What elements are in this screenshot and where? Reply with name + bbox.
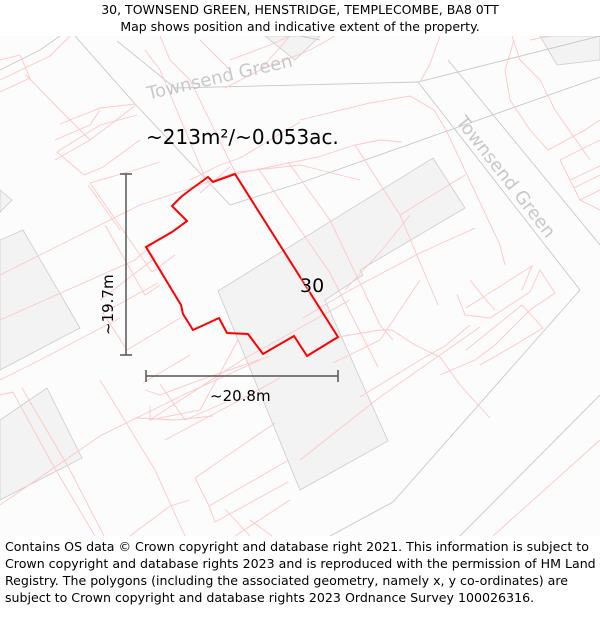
building-left [0,229,81,371]
house-number-label: 30 [300,275,325,297]
dimension-width [145,370,339,382]
road-edges [0,36,600,536]
property-boundary[interactable] [144,172,340,358]
dimension-height-label: ~19.7m [99,274,117,335]
buildings [0,36,600,501]
map-header: 30, TOWNSEND GREEN, HENSTRIDGE, TEMPLECO… [0,0,600,36]
property-address: 30, TOWNSEND GREEN, HENSTRIDGE, TEMPLECO… [101,2,499,17]
parcel-lines [0,36,600,536]
map-subtitle: Map shows position and indicative extent… [120,19,480,34]
building-main [217,157,466,491]
attribution-text: Contains OS data © Crown copyright and d… [5,539,596,605]
building-top-right [539,36,600,66]
area-label: ~213m²/~0.053ac. [146,125,339,149]
dimension-width-label: ~20.8m [210,387,271,405]
dimension-height [120,173,132,356]
property-map[interactable]: Townsend Green Townsend Green ~213m²/~0.… [0,36,600,536]
building-topleft-small [0,189,13,213]
